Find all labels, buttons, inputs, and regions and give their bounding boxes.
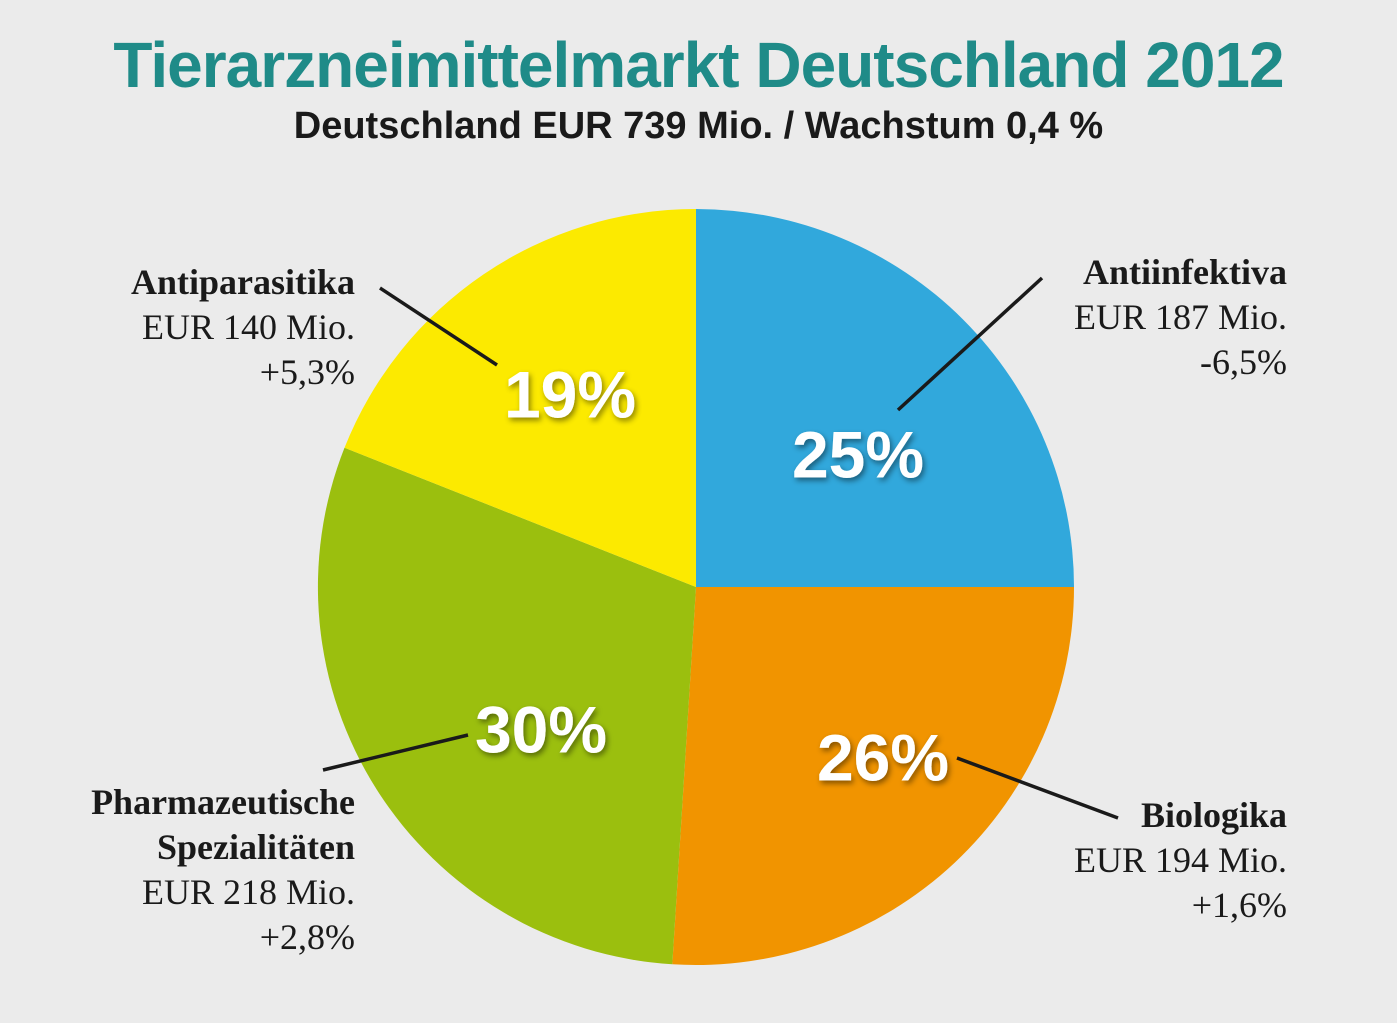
- label-biologika: Biologika EUR 194 Mio. +1,6%: [1074, 793, 1287, 928]
- pie-slice-biologika: [672, 587, 1074, 966]
- pct-label: 19%: [504, 357, 636, 431]
- pie-slice-pharmazeutische-spezialit-ten: [317, 447, 696, 965]
- leader-line: [322, 733, 469, 772]
- leader-line: [379, 286, 498, 367]
- slice-name-pharma-line1: Pharmazeutische: [91, 782, 355, 822]
- pct-label: 30%: [475, 692, 607, 766]
- pct-label: 26%: [817, 720, 949, 794]
- chart-subtitle: Deutschland EUR 739 Mio. / Wachstum 0,4 …: [293, 105, 1104, 147]
- slice-amount-pharma: EUR 218 Mio.: [141, 872, 355, 912]
- chart-title: Tierarzneimittelmarkt Deutschland 2012: [113, 29, 1284, 101]
- slice-name-antiinfektiva: Antiinfektiva: [1082, 252, 1287, 292]
- label-antiparasitika: Antiparasitika EUR 140 Mio. +5,3%: [131, 260, 355, 395]
- slice-name-biologika: Biologika: [1140, 795, 1287, 835]
- slice-growth-biologika: +1,6%: [1191, 885, 1287, 925]
- label-pharmazeutische-spezialitaeten: Pharmazeutische Spezialitäten EUR 218 Mi…: [91, 780, 355, 960]
- slice-growth-pharma: +2,8%: [259, 917, 355, 957]
- slice-amount-antiinfektiva: EUR 187 Mio.: [1073, 297, 1287, 337]
- pct-label: 25%: [792, 417, 924, 491]
- leader-line: [896, 276, 1044, 412]
- slice-name-pharma-line2: Spezialitäten: [157, 827, 355, 867]
- slice-amount-biologika: EUR 194 Mio.: [1073, 840, 1287, 880]
- pie-slice-antiinfektiva: [696, 209, 1074, 587]
- slice-amount-antiparasitika: EUR 140 Mio.: [141, 307, 355, 347]
- pie-slice-antiparasitika: [344, 208, 696, 588]
- label-antiinfektiva: Antiinfektiva EUR 187 Mio. -6,5%: [1074, 250, 1287, 385]
- slice-growth-antiparasitika: +5,3%: [259, 352, 355, 392]
- slice-name-antiparasitika: Antiparasitika: [130, 262, 355, 302]
- leader-line: [956, 756, 1119, 820]
- slice-growth-antiinfektiva: -6,5%: [1200, 342, 1287, 382]
